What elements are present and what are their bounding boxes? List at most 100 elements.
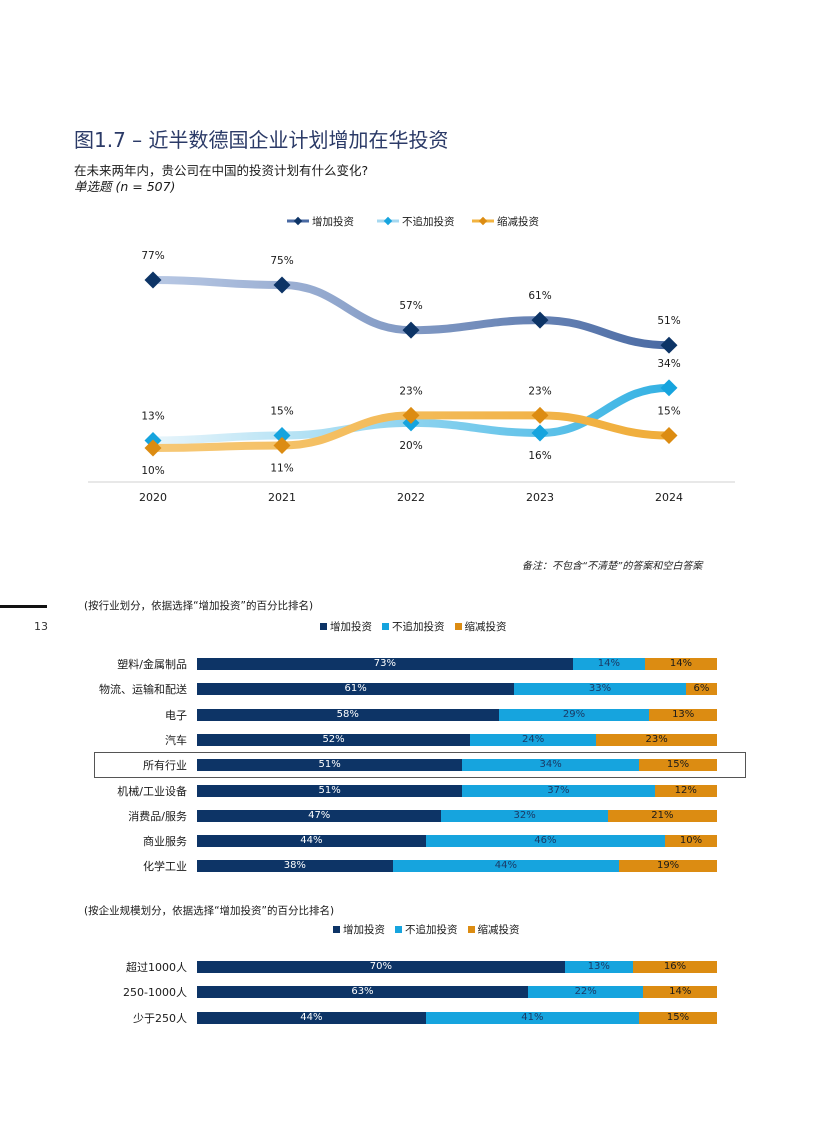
- legend-marker-0: [293, 216, 303, 226]
- x-tick-label: 2022: [397, 491, 425, 504]
- bar-segment: 22%: [527, 986, 644, 999]
- category-label: 电子: [165, 708, 187, 722]
- data-label: 75%: [270, 255, 293, 267]
- bar-segment: 37%: [462, 784, 655, 797]
- bar-segment: 44%: [392, 860, 620, 873]
- series-2-point: [660, 426, 678, 444]
- legend-label-2: 缩减投资: [497, 215, 539, 228]
- highlight-box: [94, 752, 746, 779]
- category-label: 机械/工业设备: [117, 784, 187, 798]
- bar-segment: 51%: [197, 784, 463, 797]
- data-label: 15%: [657, 405, 680, 417]
- series-0-point: [660, 336, 678, 354]
- bar-segment: 16%: [632, 961, 717, 973]
- series-1-point: [531, 424, 549, 442]
- category-label: 化学工业: [143, 860, 187, 874]
- series-2-point: [144, 439, 162, 457]
- bar-segment: 13%: [564, 961, 633, 973]
- page-marker: [0, 605, 47, 608]
- bar-segment: 15%: [639, 759, 717, 772]
- bar-segment: 38%: [197, 860, 393, 873]
- legend-marker-1: [383, 216, 393, 226]
- bar-segment: 51%: [197, 759, 463, 772]
- bar-segment: 33%: [514, 683, 686, 696]
- legend-item-increase: 增加投资: [333, 922, 385, 937]
- chart-remark: 备注：不包含“不清楚”的答案和空白答案: [522, 561, 703, 572]
- bar-segment: 73%: [197, 658, 573, 670]
- series-0-point: [402, 321, 420, 339]
- series-2-point: [402, 406, 420, 424]
- bar-segment: 44%: [197, 835, 426, 848]
- x-tick-label: 2024: [655, 491, 683, 504]
- legend-item-decrease: 缩减投资: [467, 922, 520, 937]
- category-label: 250-1000人: [123, 986, 187, 1000]
- bar-segment: 19%: [619, 860, 717, 873]
- page-title: 图1.7 – 近半数德国企业计划增加在华投资: [74, 128, 449, 152]
- bar-segment: 24%: [470, 733, 597, 746]
- bar-segment: 52%: [197, 733, 471, 746]
- category-label: 物流、运输和配送: [99, 683, 187, 697]
- category-label: 超过1000人: [126, 961, 187, 974]
- series-2-point: [531, 406, 549, 424]
- legend-label: 不追加投资: [405, 924, 458, 936]
- legend-item-decrease: 缩减投资: [454, 619, 507, 634]
- data-label: 34%: [657, 358, 680, 370]
- data-label: 11%: [270, 462, 293, 474]
- bar-segment: 14%: [572, 658, 645, 670]
- bar-segment: 14%: [644, 658, 717, 670]
- page-number: 13: [34, 620, 48, 633]
- legend-label: 增加投资: [330, 621, 372, 633]
- series-0-point: [531, 311, 549, 329]
- data-label: 77%: [141, 250, 164, 262]
- data-label: 10%: [141, 465, 164, 477]
- series-1-point: [273, 426, 291, 444]
- data-label: 51%: [657, 315, 680, 327]
- size-legend: 增加投资 不追加投资 缩减投资: [333, 922, 520, 937]
- question-subtitle: 在未来两年内，贵公司在中国的投资计划有什么变化?: [74, 163, 369, 178]
- x-tick-label: 2023: [526, 491, 554, 504]
- x-tick-label: 2020: [139, 491, 167, 504]
- category-label: 所有行业: [143, 759, 187, 773]
- legend-item-no-change: 不追加投资: [382, 619, 445, 634]
- data-label: 15%: [270, 405, 293, 417]
- sample-note: 单选题 (n = 507): [74, 179, 176, 194]
- industry-caption: (按行业划分，依据选择“增加投资”的百分比排名): [84, 600, 314, 612]
- data-label: 57%: [399, 300, 422, 312]
- data-label: 16%: [528, 450, 551, 462]
- bar-segment: 14%: [643, 986, 717, 999]
- series-0-point: [144, 271, 162, 289]
- legend-label: 不追加投资: [392, 621, 445, 633]
- legend-label-0: 增加投资: [312, 215, 354, 228]
- bar-segment: 6%: [685, 683, 717, 696]
- bar-segment: 41%: [425, 1011, 639, 1024]
- data-label: 23%: [528, 385, 551, 397]
- bar-segment: 32%: [441, 809, 608, 822]
- category-label: 消费品/服务: [128, 809, 187, 823]
- size-caption: (按企业规模划分，依据选择“增加投资”的百分比排名): [84, 905, 335, 917]
- series-2-point: [273, 437, 291, 454]
- bar-segment: 61%: [197, 683, 515, 696]
- bar-segment: 47%: [197, 809, 442, 822]
- line-chart: 增加投资 不追加投资 缩减投资 2020 2021 2022 2023 2024 77% 75% 5…: [88, 215, 735, 504]
- bar-segment: 12%: [654, 784, 717, 797]
- bar-segment: 15%: [639, 1011, 717, 1024]
- data-label: 61%: [528, 290, 551, 302]
- industry-legend: 增加投资 不追加投资 缩减投资: [320, 619, 507, 634]
- bar-segment: 13%: [649, 708, 717, 721]
- bar-segment: 46%: [425, 835, 665, 848]
- category-label: 商业服务: [143, 835, 187, 849]
- data-label: 13%: [141, 410, 164, 422]
- legend-item-increase: 增加投资: [320, 619, 372, 634]
- legend-marker-2: [478, 216, 488, 226]
- bar-segment: 21%: [607, 809, 717, 822]
- legend-label-1: 不追加投资: [402, 215, 455, 228]
- legend-item-no-change: 不追加投资: [395, 922, 458, 937]
- bar-segment: 29%: [498, 708, 650, 721]
- bar-segment: 70%: [197, 961, 565, 973]
- legend-label: 缩减投资: [477, 924, 520, 936]
- bar-segment: 63%: [197, 986, 528, 999]
- bar-segment: 58%: [197, 708, 499, 721]
- series-1-point: [660, 379, 678, 397]
- bar-segment: 44%: [197, 1011, 426, 1024]
- bar-segment: 23%: [596, 733, 717, 746]
